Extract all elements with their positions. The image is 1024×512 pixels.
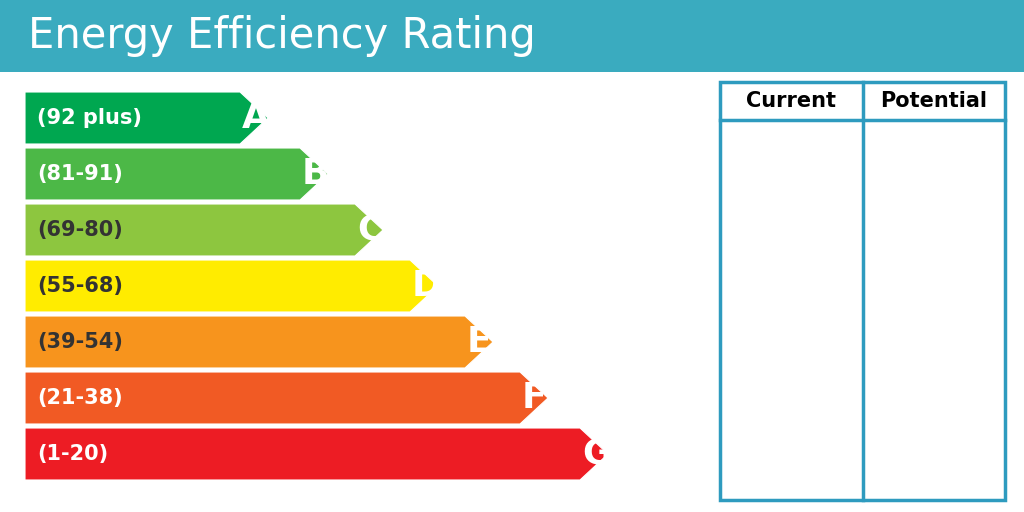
Polygon shape [25,428,608,480]
Text: (1-20): (1-20) [37,444,109,464]
Text: Potential: Potential [881,91,987,111]
Polygon shape [25,372,548,424]
Text: (55-68): (55-68) [37,276,123,296]
Bar [0,0,1024,72]
Text: E: E [467,325,492,359]
Text: F: F [522,381,547,415]
Polygon shape [25,260,438,312]
Polygon shape [25,316,493,368]
Text: Energy Efficiency Rating: Energy Efficiency Rating [28,15,536,57]
Text: A: A [242,101,270,135]
Polygon shape [25,204,383,256]
Text: (21-38): (21-38) [37,388,123,408]
Text: B: B [302,157,330,191]
Text: D: D [412,269,442,303]
Polygon shape [25,148,328,200]
Text: (81-91): (81-91) [37,164,123,184]
Text: G: G [582,437,611,471]
Text: C: C [357,213,383,247]
Text: Current: Current [746,91,837,111]
Text: (92 plus): (92 plus) [37,108,142,128]
Text: (69-80): (69-80) [37,220,123,240]
Text: (39-54): (39-54) [37,332,123,352]
Bar [720,82,1005,500]
Polygon shape [25,92,268,144]
